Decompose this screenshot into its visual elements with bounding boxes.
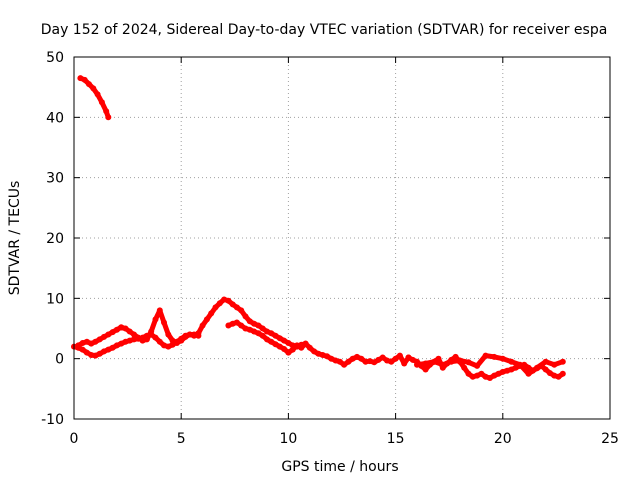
data-point	[98, 99, 105, 106]
data-point	[131, 331, 137, 338]
data-point	[259, 332, 266, 339]
data-point	[414, 361, 420, 368]
axis-ticks	[73, 56, 611, 420]
x-tick-label: 25	[601, 431, 619, 447]
y-tick-label: 50	[46, 50, 64, 66]
data-point	[474, 362, 481, 369]
data-point	[542, 366, 549, 373]
data-point	[559, 358, 566, 365]
data-point	[212, 304, 219, 311]
data-point	[225, 297, 232, 304]
data-point	[422, 366, 429, 373]
data-point	[439, 361, 446, 368]
x-tick-label: 5	[177, 431, 186, 447]
data-point	[203, 316, 210, 323]
data-point	[178, 337, 185, 344]
data-point	[156, 307, 163, 314]
data-point	[216, 300, 223, 307]
y-tick-labels: -10 0 10 20 30 40 50	[41, 50, 64, 428]
data-point	[199, 322, 206, 329]
data-point	[165, 331, 172, 338]
data-point	[233, 319, 240, 326]
data-point	[126, 328, 133, 335]
data-point	[542, 358, 549, 365]
data-point	[534, 364, 541, 371]
data-point	[465, 359, 472, 366]
data-point	[336, 358, 343, 365]
x-tick-label: 0	[70, 431, 79, 447]
data-point	[81, 76, 88, 83]
data-point	[306, 344, 313, 351]
x-tick-labels: 0 5 10 15 20 25	[70, 431, 619, 447]
data-point	[491, 353, 498, 360]
data-point	[392, 355, 399, 362]
y-axis-label: SDTVAR / TECUs	[7, 181, 23, 296]
data-point	[238, 307, 245, 314]
data-point	[551, 361, 558, 368]
data-point	[559, 370, 566, 377]
y-tick-label: 0	[55, 352, 64, 368]
chart-title: Day 152 of 2024, Sidereal Day-to-day VTE…	[41, 22, 608, 38]
data-point	[508, 358, 515, 365]
x-tick-label: 20	[494, 431, 512, 447]
data-point	[238, 322, 245, 329]
data-point	[208, 310, 215, 317]
data-point	[478, 370, 485, 377]
data-point	[456, 357, 463, 364]
data-point	[143, 336, 150, 343]
data-point	[90, 85, 97, 92]
data-point	[285, 349, 292, 356]
data-point	[422, 360, 429, 367]
data-point	[302, 340, 309, 347]
data-point	[152, 334, 159, 341]
data-point	[448, 358, 455, 365]
data-point	[345, 358, 352, 365]
data-point	[281, 346, 288, 352]
y-tick-label: -10	[41, 412, 64, 428]
data-point	[86, 81, 92, 88]
data-point	[499, 355, 506, 362]
data-point	[79, 346, 86, 353]
data-point	[233, 304, 240, 311]
data-point	[242, 313, 249, 320]
data-point	[255, 322, 262, 329]
y-tick-label: 30	[46, 171, 64, 187]
data-point	[358, 355, 365, 362]
data-point	[396, 352, 403, 359]
data-point	[156, 338, 163, 345]
data-point	[461, 364, 468, 371]
y-tick-label: 10	[46, 291, 64, 307]
data-point	[94, 91, 101, 98]
data-point	[148, 328, 155, 335]
y-tick-label: 20	[46, 231, 64, 247]
x-axis-label: GPS time / hours	[281, 459, 398, 475]
y-tick-label: 40	[46, 110, 64, 126]
data-point	[517, 361, 523, 368]
data-point	[555, 373, 562, 380]
data-series-layer	[71, 75, 566, 381]
data-point	[465, 370, 472, 377]
data-point	[388, 358, 395, 365]
data-point	[122, 325, 129, 332]
data-point	[135, 334, 142, 341]
data-point	[482, 352, 489, 359]
data-point	[431, 358, 438, 365]
data-point	[289, 346, 296, 353]
grid-lines	[74, 57, 610, 419]
data-point	[105, 114, 112, 121]
data-point	[103, 108, 110, 115]
x-tick-label: 15	[387, 431, 405, 447]
data-point	[195, 330, 202, 337]
x-tick-label: 10	[279, 431, 297, 447]
data-point	[298, 344, 305, 351]
data-point	[161, 319, 167, 326]
data-point	[379, 354, 386, 361]
data-point	[259, 325, 266, 332]
data-point	[401, 360, 408, 367]
data-point	[525, 370, 532, 377]
data-point	[152, 316, 159, 323]
data-point	[229, 301, 236, 308]
data-point	[341, 361, 348, 368]
